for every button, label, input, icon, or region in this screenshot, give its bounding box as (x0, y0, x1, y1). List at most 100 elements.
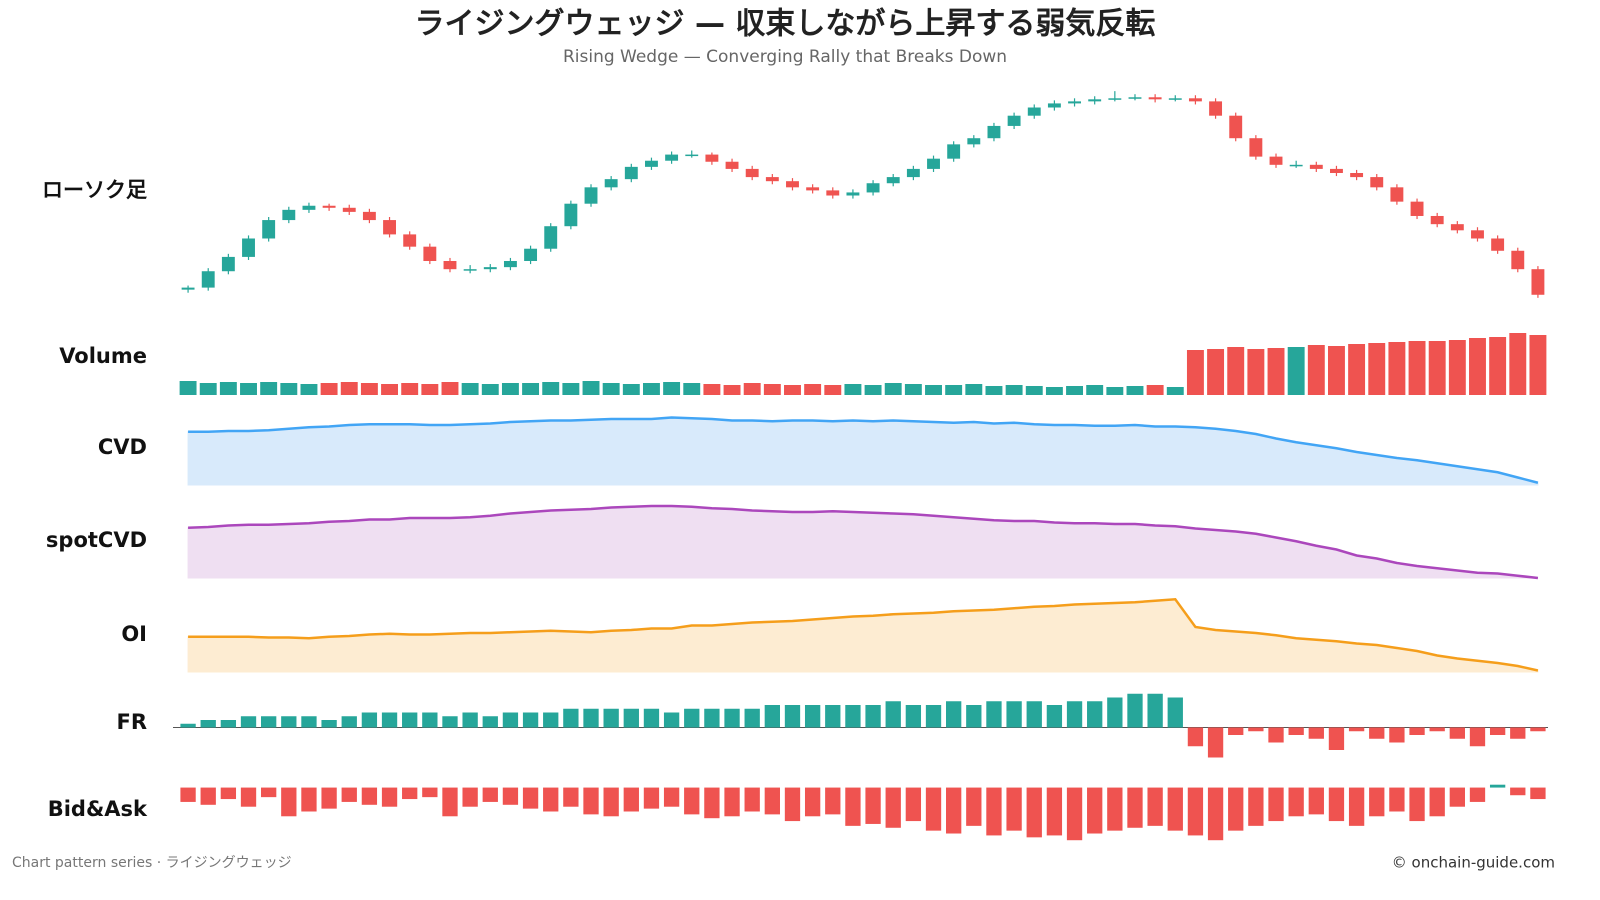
bar (1248, 727, 1264, 732)
bar (1026, 701, 1042, 728)
bar (784, 705, 801, 728)
panel-label: FR (116, 710, 147, 734)
bar (220, 787, 237, 800)
bar (1107, 697, 1123, 728)
bar (341, 716, 357, 728)
bar (1510, 787, 1526, 796)
bar (1066, 701, 1083, 728)
bar (200, 720, 216, 728)
bar (865, 787, 881, 824)
volume-bar (461, 383, 479, 395)
bar (281, 716, 297, 728)
volume-bar (1186, 350, 1204, 395)
candle-body (403, 234, 417, 247)
area-fill (187, 598, 1539, 673)
bar (563, 708, 579, 728)
candle-body (1450, 224, 1464, 231)
bar (1288, 787, 1304, 817)
candle-body (1128, 97, 1142, 99)
bar (1127, 693, 1143, 728)
volume-bar (1066, 386, 1084, 395)
volume-bar (1327, 346, 1345, 395)
volume-bar (240, 383, 257, 395)
footer-right: © onchain-guide.com (1392, 854, 1555, 872)
volume-bar (703, 384, 721, 395)
candle-body (564, 203, 578, 227)
candle-body (765, 177, 779, 182)
bar (361, 712, 378, 728)
volume-bar (421, 384, 439, 395)
volume-bar (481, 384, 499, 395)
bar (200, 787, 216, 805)
candle-body (201, 271, 215, 288)
candle-body (242, 238, 255, 257)
candle-body (705, 154, 719, 162)
bar (1228, 787, 1244, 831)
volume-bar (562, 383, 580, 395)
panel-label: OI (121, 622, 147, 646)
bar (1429, 727, 1445, 732)
volume-bar (1509, 333, 1527, 395)
bar (1147, 693, 1163, 728)
volume-bar (199, 383, 217, 395)
candle-body (1491, 238, 1505, 251)
bar (643, 787, 660, 809)
bar (966, 705, 982, 728)
bar (281, 787, 297, 817)
bar (583, 708, 599, 728)
bar (1066, 787, 1083, 841)
volume-bar (582, 381, 600, 395)
bar (986, 787, 1002, 836)
bar (1469, 727, 1486, 747)
bar (1530, 787, 1546, 800)
candle-body (665, 154, 679, 161)
bar (381, 787, 398, 807)
bar (1308, 787, 1324, 815)
volume-bar (1489, 337, 1507, 395)
candle-body (1188, 98, 1202, 102)
volume-bar (985, 386, 1003, 395)
candle-body (524, 248, 538, 261)
volume-bar (1146, 385, 1164, 395)
volume-bar (1166, 387, 1184, 395)
bar (522, 712, 539, 728)
bar (1409, 727, 1425, 735)
bar (845, 705, 861, 728)
bar (825, 705, 841, 728)
volume-bar (179, 381, 197, 395)
bar (905, 787, 922, 822)
bar (1006, 701, 1022, 728)
bar (1530, 727, 1546, 732)
volume-bar (1408, 341, 1426, 395)
bar (1449, 787, 1465, 807)
bar (1429, 787, 1445, 817)
volume-bar (622, 384, 640, 395)
bar (724, 787, 740, 817)
candle-body (1027, 107, 1041, 116)
panel-label: spotCVD (46, 528, 147, 552)
candle-body (947, 144, 961, 159)
bar (704, 787, 720, 819)
volume-bar (501, 383, 519, 395)
bar (1489, 727, 1506, 735)
bar (502, 787, 519, 805)
bar (1369, 787, 1385, 817)
candle-body (786, 181, 799, 188)
bar (1207, 787, 1224, 841)
volume-bar (1106, 387, 1124, 395)
bar (180, 723, 196, 728)
bar (623, 787, 639, 812)
candle-body (846, 192, 860, 196)
candle-body (927, 158, 940, 169)
bar (1006, 787, 1022, 831)
volume-bar (340, 382, 358, 395)
candle-body (1309, 164, 1323, 169)
candle-body (1269, 156, 1283, 165)
bar (663, 787, 680, 807)
bar (764, 705, 780, 728)
bar (946, 701, 962, 728)
volume-bar (1368, 343, 1386, 395)
bar (986, 701, 1002, 728)
volume-bar (683, 383, 701, 395)
